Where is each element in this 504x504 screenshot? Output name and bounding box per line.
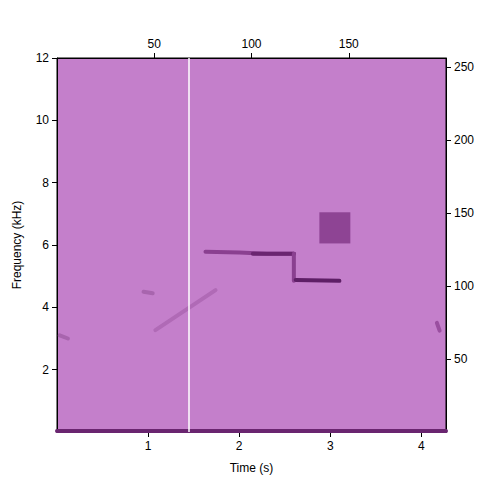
svg-text:10: 10 — [36, 113, 50, 127]
svg-text:4: 4 — [418, 439, 425, 453]
svg-text:Time (s): Time (s) — [230, 461, 274, 475]
svg-text:3: 3 — [327, 439, 334, 453]
svg-text:6: 6 — [42, 238, 49, 252]
svg-text:4: 4 — [42, 300, 49, 314]
svg-text:12: 12 — [36, 51, 50, 65]
svg-text:150: 150 — [454, 206, 474, 220]
svg-text:Frequency (kHz): Frequency (kHz) — [10, 201, 24, 290]
svg-text:8: 8 — [42, 176, 49, 190]
svg-text:150: 150 — [339, 37, 359, 51]
svg-text:50: 50 — [148, 37, 162, 51]
svg-text:250: 250 — [454, 60, 474, 74]
svg-text:100: 100 — [454, 279, 474, 293]
svg-text:100: 100 — [241, 37, 261, 51]
svg-text:1: 1 — [145, 439, 152, 453]
svg-text:2: 2 — [236, 439, 243, 453]
svg-text:200: 200 — [454, 133, 474, 147]
svg-text:50: 50 — [454, 352, 468, 366]
svg-text:2: 2 — [42, 363, 49, 377]
